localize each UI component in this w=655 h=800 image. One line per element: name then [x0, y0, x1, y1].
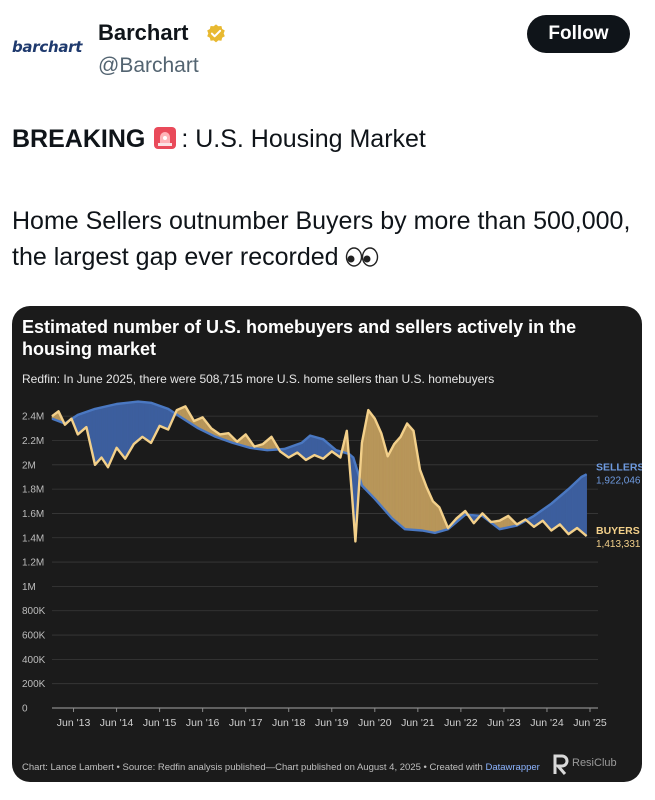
x-tick-label: Jun '21 [401, 717, 435, 729]
resiclub-logo: ResiClub [552, 752, 642, 776]
tweet-text-line2: Home Sellers outnumber Buyers by more th… [12, 203, 632, 275]
x-tick-label: Jun '23 [487, 717, 521, 729]
chart-card[interactable]: Estimated number of U.S. homebuyers and … [12, 306, 642, 782]
y-tick-label: 800K [22, 606, 46, 617]
y-tick-label: 1.4M [22, 533, 44, 544]
chart-footer: Chart: Lance Lambert • Source: Redfin an… [22, 762, 540, 773]
y-tick-label: 1.6M [22, 509, 44, 520]
x-tick-label: Jun '17 [229, 717, 263, 729]
y-tick-label: 2.4M [22, 412, 44, 423]
datawrapper-link[interactable]: Datawrapper [485, 762, 540, 773]
sellers-end-value: 1,922,046 [596, 475, 641, 486]
eyes-icon [345, 247, 378, 267]
resiclub-text: ResiClub [572, 757, 617, 769]
y-tick-label: 0 [22, 704, 28, 715]
y-tick-label: 1M [22, 582, 36, 593]
tweet-text-body: Home Sellers outnumber Buyers by more th… [12, 207, 631, 271]
chart-source-text: Chart: Lance Lambert • Source: Redfin an… [22, 762, 486, 773]
y-tick-label: 2M [22, 460, 36, 471]
verified-badge-icon [207, 24, 225, 43]
y-tick-label: 600K [22, 631, 46, 642]
tweet-text-rest: : U.S. Housing Market [181, 125, 426, 153]
follow-button[interactable]: Follow [527, 15, 630, 53]
display-name[interactable]: Barchart [98, 20, 189, 45]
avatar[interactable]: barchart [12, 38, 83, 56]
siren-icon [154, 127, 177, 149]
buyers-line [51, 405, 588, 543]
y-tick-label: 1.8M [22, 485, 44, 496]
tweet-text-line1: BREAKING : U.S. Housing Market [12, 125, 426, 154]
handle[interactable]: @Barchart [98, 54, 199, 77]
sellers-legend-label: SELLERS [596, 461, 642, 473]
x-tick-label: Jun '24 [530, 717, 564, 729]
buyers-legend-label: BUYERS [596, 525, 640, 537]
y-tick-label: 2.2M [22, 436, 44, 447]
resiclub-icon [553, 754, 569, 775]
x-tick-label: Jun '16 [186, 717, 220, 729]
x-tick-label: Jun '15 [143, 717, 177, 729]
y-tick-label: 400K [22, 655, 46, 666]
x-tick-label: Jun '20 [358, 717, 392, 729]
buyers-end-value: 1,413,331 [596, 539, 641, 550]
y-tick-label: 200K [22, 679, 46, 690]
sellers-line [51, 400, 588, 535]
x-tick-label: Jun '22 [444, 717, 478, 729]
breaking-label: BREAKING [12, 125, 146, 153]
x-tick-label: Jun '25 [573, 717, 607, 729]
y-tick-label: 1.2M [22, 558, 44, 569]
chart-title: Estimated number of U.S. homebuyers and … [22, 317, 577, 359]
x-tick-label: Jun '19 [315, 717, 349, 729]
post-header: barchart Barchart @Barchart Follow [0, 0, 655, 100]
x-tick-label: Jun '18 [272, 717, 306, 729]
chart-subtitle: Redfin: In June 2025, there were 508,715… [22, 372, 495, 386]
x-tick-label: Jun '13 [57, 717, 91, 729]
x-tick-label: Jun '14 [100, 717, 134, 729]
chart-plot: 0 200K 400K 600K 800K 1M 1.2M 1.4M 1.6M 1.8M 2M 2.2… [22, 400, 642, 729]
